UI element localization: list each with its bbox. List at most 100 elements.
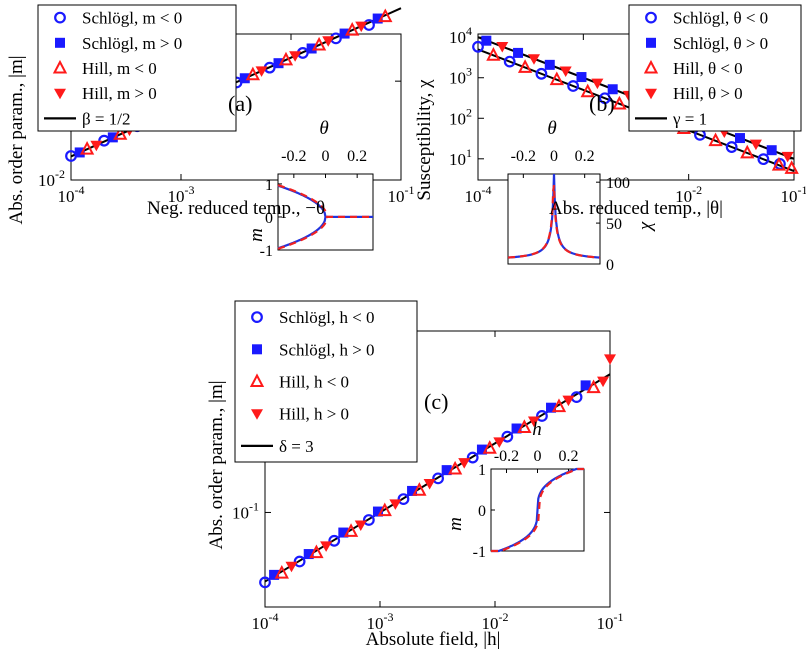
- panel-c-legend-marker: [251, 311, 263, 324]
- panel-b-data-point: [517, 59, 533, 73]
- panel-c-data-point: [412, 482, 427, 496]
- panel-c-xtick-label: 10-3: [367, 610, 394, 633]
- panel-a-legend-label: Hill, m < 0: [82, 59, 157, 78]
- panel-b-inset-ytick-label: 100: [606, 175, 630, 192]
- panel-c-xtick-label-base: 10: [597, 614, 614, 633]
- panel-b-data-point: [503, 55, 516, 68]
- panel-b-inset: -0.2 0 0.2 0 50 100: [507, 148, 630, 274]
- panel-a-data-point: [278, 51, 294, 66]
- panel-c-xtick-label: 10-1: [597, 610, 624, 633]
- panel-a-xtick-label: 10-3: [168, 183, 195, 206]
- panel-a-data-point: [378, 8, 393, 23]
- panel-a: Abs. order param., |m| Neg. reduced temp…: [6, 55, 329, 241]
- panel-b-data-point: [708, 132, 723, 147]
- panel-a-inset-curve-upper-dashed: [277, 184, 373, 219]
- panel-c-data-point: [501, 430, 514, 443]
- panel-c-data-point: [597, 376, 610, 388]
- panel-c-xtick-label-base: 10: [367, 614, 384, 633]
- panel-a-data-point: [306, 43, 317, 54]
- panel-b-data-point: [725, 141, 738, 153]
- panel-c-inset-ytick-label: 1: [478, 462, 486, 479]
- panel-b-ytick-label: 104: [449, 24, 472, 47]
- panel-c-inset-yvar: m: [445, 517, 466, 531]
- panel-c-data-point: [397, 493, 410, 505]
- panel-b-legend-marker: [645, 88, 657, 100]
- panel-c-ytick-label-base: 10: [232, 503, 249, 522]
- panel-c-data-point: [536, 410, 548, 422]
- panel-c-xtick-label-exponent: -2: [499, 610, 509, 624]
- panel-b-xtick-label-base: 10: [465, 187, 482, 206]
- panel-c-data-point: [551, 398, 567, 413]
- panel-c-data-point: [320, 541, 333, 552]
- panel-b-data-point: [481, 35, 492, 46]
- panel-b-data-point: [580, 83, 595, 98]
- panel-c-data-point: [604, 354, 616, 365]
- panel-b-legend: Schlögl, θ < 0 Schlögl, θ > 0 Hill, θ < 0 H…: [628, 4, 802, 132]
- panel-b-ytick-label: 101: [449, 146, 472, 169]
- panel-c-xtick-label-exponent: -4: [269, 610, 279, 624]
- panel-b-data-point: [591, 78, 604, 90]
- panel-a-data-point: [255, 66, 268, 77]
- panel-b-data-point: [486, 47, 501, 61]
- panel-a-inset-yvar: m: [246, 228, 267, 242]
- panel-b-xlabel: Abs. reduced temp., |θ|: [549, 198, 723, 219]
- panel-c-inset-ytick-label: -1: [473, 544, 486, 561]
- panel-b-data-point: [567, 80, 580, 92]
- panel-c-legend-marker: [252, 344, 262, 355]
- panel-c-data-point: [372, 506, 383, 517]
- panel-b-inset-ytick-label: 0: [606, 257, 614, 274]
- panel-c-data-point: [338, 527, 349, 538]
- panel-c-ylabel: Abs. order param., |m|: [206, 380, 227, 549]
- panel-a-data-point: [345, 22, 360, 36]
- panel-b-data-point: [544, 59, 555, 70]
- panel-b-ytick-label-base: 10: [449, 28, 466, 47]
- panel-a-legend-marker: [55, 37, 65, 48]
- panel-b-legend-marker: [643, 59, 659, 74]
- panel-c-inset-xtick-label: 0: [534, 448, 542, 465]
- panel-b-xtick-label: 10-4: [465, 183, 492, 206]
- panel-b-legend-marker: [645, 11, 657, 24]
- panel-b-data-point: [612, 95, 627, 110]
- panel-c-data-point: [517, 419, 532, 433]
- panel-b-data-point: [513, 47, 524, 58]
- panel-c-ytick-label: 10-1: [232, 499, 259, 522]
- panel-b-inset-xtick-label: -0.2: [511, 148, 536, 165]
- panel-c-series-triangle-down: [285, 354, 616, 573]
- panel-a-data-point: [90, 140, 103, 152]
- panel-c-xtick-label: 10-4: [252, 610, 279, 633]
- panel-c-ytick-label-exponent: -1: [249, 499, 259, 513]
- panel-c-legend-label: δ = 3: [279, 437, 314, 456]
- panel-a-inset-box: [277, 173, 374, 251]
- panel-b-xtick-label-base: 10: [781, 187, 798, 206]
- panel-b-data-point: [598, 92, 611, 105]
- panel-c-data-point: [511, 423, 522, 434]
- panel-b-legend-label: γ = 1: [672, 109, 707, 128]
- panel-b-legend-label: Hill, θ > 0: [673, 84, 743, 103]
- panel-b-data-point: [535, 67, 548, 80]
- panel-c-inset-xtick-label: -0.2: [494, 448, 519, 465]
- panel-b-xtick-label-exponent: -2: [692, 183, 702, 197]
- panel-c-legend: Schlögl, h < 0 Schlögl, h > 0 Hill, h < 0 H…: [234, 300, 418, 463]
- panel-b-data-point: [734, 133, 745, 144]
- panel-b-legend-label: Schlögl, θ < 0: [673, 9, 768, 28]
- panel-c-legend-label: Schlögl, h < 0: [279, 308, 375, 327]
- panel-a-data-point: [339, 28, 350, 39]
- panel-b-xtick-label-exponent: -4: [482, 183, 492, 197]
- panel-a-inset-ytick-label: 0: [265, 210, 273, 227]
- panel-c-legend-label: Hill, h > 0: [279, 405, 349, 424]
- panel-b-data-point: [472, 40, 484, 53]
- panel-a-xlabel: Neg. reduced temp., −θ: [147, 198, 325, 219]
- panel-b-inset-xtick-label: 0.2: [575, 148, 595, 165]
- panel-c-data-point: [447, 460, 463, 475]
- panel-b-ytick-label-exponent: 2: [466, 105, 472, 119]
- panel-b-inset-yvar: χ: [635, 221, 656, 232]
- panel-a-data-point: [273, 58, 284, 69]
- panel-a-ytick-label-exponent: -2: [55, 167, 65, 181]
- panel-b-data-point: [576, 72, 587, 83]
- panel-b-data-point: [559, 66, 572, 77]
- panel-b-data-point: [781, 151, 794, 163]
- panel-b-inset-xtick-label: 0: [550, 148, 558, 165]
- panel-b-data-point: [771, 156, 787, 171]
- panel-c-plot: 10-4 10-3 10-2 10-110-1: [232, 330, 624, 633]
- panel-b-data-point: [549, 71, 564, 86]
